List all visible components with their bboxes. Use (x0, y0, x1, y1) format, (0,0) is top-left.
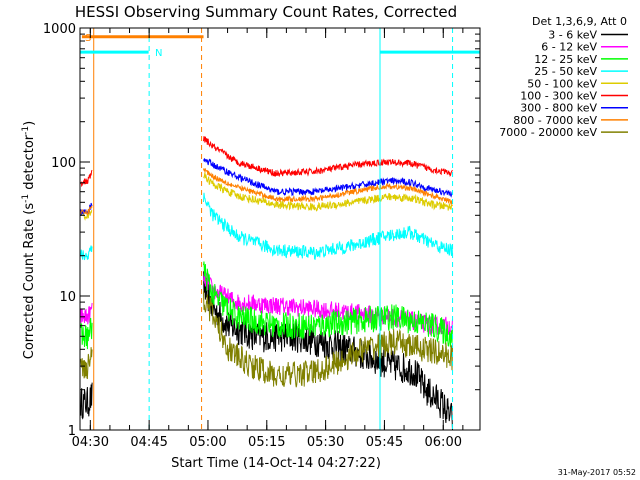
flag-label: S (85, 33, 91, 44)
legend-label: 7000 - 20000 keV (499, 126, 597, 139)
legend-label: 12 - 25 keV (534, 53, 597, 66)
series-50-100-kev (203, 172, 453, 212)
footer-date: 31-May-2017 05:52 (558, 468, 636, 477)
x-axis-label: Start Time (14-Oct-14 04:27:22) (171, 456, 381, 471)
legend-label: 6 - 12 keV (541, 41, 597, 54)
x-tick-label: 05:15 (248, 435, 285, 450)
series-6-12-kev-pre (80, 302, 93, 325)
series-800-7000-kev-pre (80, 205, 93, 216)
series-800-7000-kev (203, 167, 453, 206)
series-12-25-kev (203, 261, 453, 348)
legend-label: 300 - 800 keV (520, 102, 597, 115)
x-tick-label: 05:45 (366, 435, 403, 450)
x-axis-ticks: 04:30 04:45 05:00 05:15 05:30 05:45 06:00 (72, 28, 464, 450)
series-7000-20000-kev (203, 291, 453, 388)
x-tick-label: 04:30 (72, 435, 109, 450)
series-300-800-kev (203, 158, 453, 198)
series-7000-20000-kev-pre (80, 347, 93, 380)
legend-label: 25 - 50 keV (534, 65, 597, 78)
legend-label: 100 - 300 keV (520, 90, 597, 103)
x-tick-label: 05:30 (307, 435, 344, 450)
series-3-6-kev-pre (80, 382, 93, 420)
series-layer (80, 136, 453, 431)
series-3-6-kev (203, 271, 453, 431)
flag-label: N (155, 48, 162, 59)
series-50-100-kev-pre (80, 209, 93, 221)
plot-frame (79, 27, 481, 431)
marker-layer: SN (80, 28, 480, 430)
y-tick-label: 1 (68, 424, 76, 439)
y-axis-ticks: 1 10 100 1000 (43, 22, 480, 439)
y-tick-label: 100 (51, 156, 76, 171)
y-axis-label: Corrected Count Rate (s-1 detector-1) (21, 121, 37, 359)
legend-header: Det 1,3,6,9, Att 0 (532, 15, 627, 28)
y-tick-label: 1000 (43, 22, 76, 37)
legend-label: 800 - 7000 keV (513, 114, 597, 127)
legend-label: 50 - 100 keV (527, 77, 597, 90)
series-100-300-kev-pre (80, 169, 93, 188)
x-tick-label: 04:45 (130, 435, 167, 450)
series-12-25-kev-pre (80, 317, 93, 350)
series-25-50-kev (203, 192, 453, 261)
x-tick-label: 05:00 (189, 435, 226, 450)
series-25-50-kev-pre (80, 245, 93, 261)
series-100-300-kev (203, 136, 453, 177)
chart-title: HESSI Observing Summary Count Rates, Cor… (75, 3, 457, 21)
x-tick-label: 06:00 (425, 435, 462, 450)
legend-label: 3 - 6 keV (548, 29, 597, 42)
y-tick-label: 10 (59, 290, 76, 305)
